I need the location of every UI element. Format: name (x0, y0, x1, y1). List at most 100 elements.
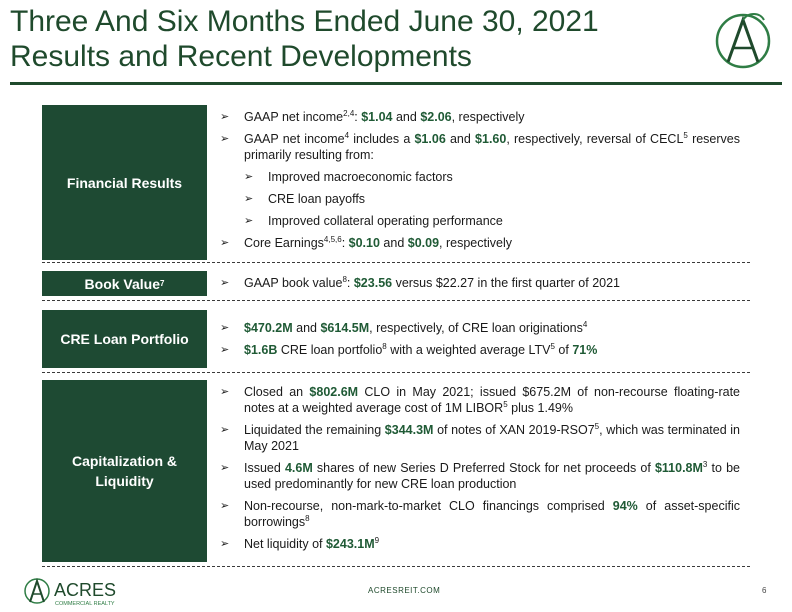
capitalization-liquidity-label: Capitalization & Liquidity (42, 380, 207, 562)
header-rule (10, 82, 782, 85)
divider (42, 372, 750, 373)
text: and (392, 110, 421, 124)
text: reserves primarily resulting from: (244, 132, 740, 162)
text: GAAP net income (244, 110, 344, 124)
footnote: 5 (594, 421, 600, 431)
footnote: 9 (374, 535, 380, 545)
value: $0.09 (407, 236, 440, 250)
list-item: ➢ GAAP book value8: $23.56 versus $22.27… (220, 275, 740, 291)
list-item: ➢ $1.6B CRE loan portfolio8 with a weigh… (220, 342, 740, 358)
divider (42, 566, 750, 567)
text: : (346, 276, 354, 290)
list-item: ➢ Closed an $802.6M CLO in May 2021; iss… (220, 384, 740, 416)
text: CLO in May 2021; issued $675.2M of non-r… (244, 385, 740, 415)
footnote: 8 (342, 274, 347, 284)
value: $110.8M (654, 461, 703, 475)
acres-footer-logo-icon: ACRES COMMERCIAL REALTY (24, 577, 116, 607)
arrow-bullet-icon: ➢ (220, 322, 230, 334)
list-item: ➢ Non-recourse, non-mark-to-market CLO f… (220, 498, 740, 530)
text: : (341, 236, 349, 250)
book-value-label: Book Value 7 (42, 271, 207, 296)
financial-results-section: Financial Results ➢ GAAP net income2,4: … (42, 105, 750, 260)
footnote: 4,5,6 (323, 234, 342, 244)
footer-logo-subtext: COMMERCIAL REALTY (55, 601, 115, 607)
list-item: ➢ Liquidated the remaining $344.3M of no… (220, 422, 740, 454)
text: GAAP book value (244, 276, 343, 290)
value: $614.5M (320, 321, 370, 335)
text: to be used predominantly for new CRE loa… (244, 461, 740, 491)
list-item: ➢ GAAP net income4 includes a $1.06 and … (220, 131, 740, 163)
arrow-bullet-icon: ➢ (220, 111, 230, 123)
list-item: ➢ Improved macroeconomic factors (244, 169, 740, 185)
value: $1.04 (361, 110, 393, 124)
value: 71% (572, 343, 598, 357)
list-item: ➢ $470.2M and $614.5M, respectively, of … (220, 320, 740, 336)
footnote: 4 (582, 319, 588, 329)
arrow-bullet-icon: ➢ (244, 171, 254, 183)
list-item: ➢ Issued 4.6M shares of new Series D Pre… (220, 460, 740, 492)
arrow-bullet-icon: ➢ (220, 500, 230, 512)
value: $23.56 (353, 276, 393, 290)
text: , respectively (439, 236, 512, 250)
arrow-bullet-icon: ➢ (220, 237, 230, 249)
arrow-bullet-icon: ➢ (220, 538, 230, 550)
list-item: ➢ Core Earnings4,5,6: $0.10 and $0.09, r… (220, 235, 740, 251)
text: of (554, 343, 573, 357)
text: includes a (349, 132, 415, 146)
arrow-bullet-icon: ➢ (220, 344, 230, 356)
footer-logo-text: ACRES (54, 580, 116, 600)
text: Liquidated the remaining (244, 423, 385, 437)
divider (42, 262, 750, 263)
footnote: 8 (305, 513, 310, 523)
cre-loan-portfolio-content: ➢ $470.2M and $614.5M, respectively, of … (220, 320, 740, 364)
value: $344.3M (384, 423, 434, 437)
footnote: 3 (702, 459, 708, 469)
list-item: ➢ GAAP net income2,4: $1.04 and $2.06, r… (220, 109, 740, 125)
text: CRE loan payoffs (268, 192, 366, 206)
financial-results-content: ➢ GAAP net income2,4: $1.04 and $2.06, r… (220, 109, 740, 257)
text: Improved macroeconomic factors (268, 170, 453, 184)
label-line-2: Liquidity (95, 473, 154, 489)
page-title: Three And Six Months Ended June 30, 2021… (10, 4, 690, 74)
text: CRE loan portfolio (277, 343, 383, 357)
cre-loan-portfolio-section: CRE Loan Portfolio ➢ $470.2M and $614.5M… (42, 310, 750, 368)
value: 4.6M (284, 461, 313, 475)
text: versus $22.27 in the first quarter of 20… (392, 276, 621, 290)
capitalization-liquidity-content: ➢ Closed an $802.6M CLO in May 2021; iss… (220, 384, 740, 558)
value: $0.10 (348, 236, 380, 250)
value: $2.06 (420, 110, 452, 124)
text: and (379, 236, 408, 250)
list-item: ➢ Improved collateral operating performa… (244, 213, 740, 229)
label-text: Book Value (84, 275, 160, 292)
divider (42, 300, 750, 301)
cre-loan-portfolio-label: CRE Loan Portfolio (42, 310, 207, 368)
footnote: 5 (683, 130, 688, 140)
arrow-bullet-icon: ➢ (220, 462, 230, 474)
label-line-1: Capitalization & (71, 453, 177, 469)
text: and (292, 321, 321, 335)
acres-logo-icon (715, 13, 771, 69)
text: Core Earnings (244, 236, 324, 250)
value: $1.60 (475, 132, 507, 146)
text: with a weighted average LTV (386, 343, 551, 357)
value: $470.2M (244, 321, 293, 335)
list-item: ➢ Net liquidity of $243.1M9 (220, 536, 740, 552)
footnote: 2,4 (343, 108, 355, 118)
financial-results-label: Financial Results (42, 105, 207, 260)
text: GAAP net income (244, 132, 345, 146)
footnote: 4 (344, 130, 350, 140)
text: Closed an (244, 385, 310, 399)
text: , which was terminated in May 2021 (244, 423, 740, 453)
text: plus 1.49% (507, 401, 573, 415)
title-line-2: Results and Recent Developments (10, 40, 472, 73)
text: , respectively, of CRE loan originations (369, 321, 583, 335)
text: Non-recourse, non-mark-to-market CLO fin… (244, 499, 613, 513)
arrow-bullet-icon: ➢ (220, 277, 230, 289)
value: $1.06 (414, 132, 446, 146)
page-number: 6 (762, 586, 767, 595)
text: and (445, 132, 476, 146)
text: Net liquidity of (244, 537, 326, 551)
footnote: 5 (503, 399, 508, 409)
arrow-bullet-icon: ➢ (220, 386, 230, 398)
arrow-bullet-icon: ➢ (220, 133, 230, 145)
